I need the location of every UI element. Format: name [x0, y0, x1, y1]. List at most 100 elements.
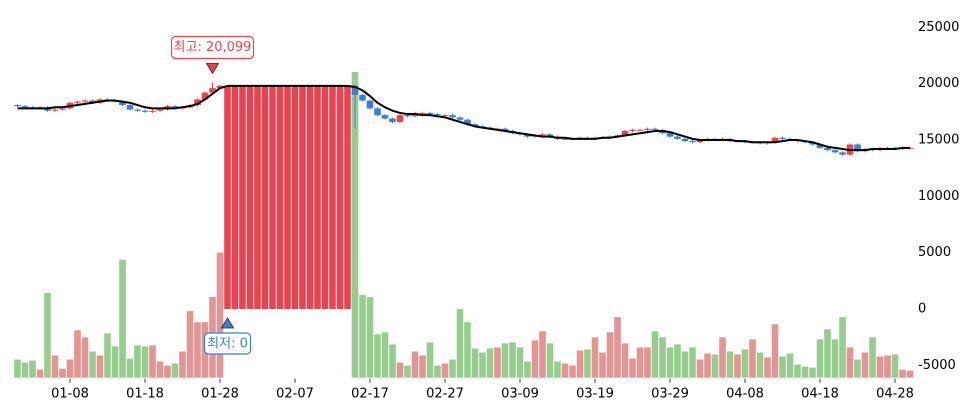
candle-body — [21, 106, 29, 108]
volume-bar — [441, 363, 449, 378]
volume-bar — [719, 337, 726, 378]
volume-bar — [741, 349, 749, 378]
candle-body — [74, 101, 81, 103]
y-tick-label: -5000 — [918, 358, 956, 373]
volume-bar — [426, 342, 434, 378]
candle-body — [239, 85, 246, 309]
volume-bar — [51, 355, 59, 378]
volume-bar — [666, 347, 674, 378]
candle-body — [644, 128, 651, 130]
volume-bar — [524, 361, 531, 378]
volume-bar — [14, 359, 21, 378]
candle-body — [651, 128, 659, 130]
volume-bar — [156, 361, 164, 378]
volume-bar — [576, 350, 584, 378]
candle-body — [81, 100, 89, 102]
volume-bar — [509, 342, 516, 378]
candle-body — [539, 134, 546, 136]
candle-body — [209, 88, 216, 93]
volume-bar — [801, 366, 809, 378]
candle-body — [419, 112, 426, 114]
volume-bar — [884, 355, 891, 378]
candle-body — [689, 141, 696, 143]
volume-bar — [456, 309, 464, 378]
volume-bar — [471, 348, 479, 378]
x-tick-label: 01-08 — [51, 387, 89, 402]
x-tick-label: 04-08 — [726, 387, 764, 402]
volume-bar — [764, 357, 771, 378]
volume-bar — [44, 292, 51, 378]
candle-body — [816, 144, 824, 148]
candle-body — [471, 124, 479, 127]
moving-average — [17, 84, 910, 152]
candle-body — [524, 134, 531, 137]
candle-body — [314, 85, 321, 309]
candle-body — [441, 115, 449, 117]
candle-body — [771, 137, 779, 143]
volume-bar — [614, 317, 621, 378]
x-tick-label: 03-29 — [651, 387, 689, 402]
volume-bar — [689, 347, 696, 378]
volume-bar — [846, 347, 854, 378]
candle-body — [426, 112, 434, 115]
volume-bar — [629, 358, 636, 378]
volume-bar — [171, 363, 179, 378]
x-tick-label: 02-07 — [276, 387, 314, 402]
volume-bar — [854, 359, 861, 378]
candle-body — [501, 128, 509, 131]
candle-body — [381, 115, 389, 119]
candle-body — [194, 99, 201, 106]
volume-bar — [96, 355, 104, 378]
volume-bar — [486, 348, 494, 378]
y-tick-label: 20000 — [918, 76, 959, 91]
volume-bar — [621, 343, 629, 378]
volume-bar — [389, 344, 396, 378]
volume-bar — [651, 331, 659, 378]
volume-bar — [561, 363, 569, 378]
candle-body — [621, 130, 629, 136]
volume-bar — [21, 362, 29, 378]
candle-body — [216, 85, 224, 89]
candle-body — [464, 119, 471, 125]
candle-body — [374, 108, 381, 116]
x-tick-label: 01-28 — [201, 387, 239, 402]
volume-bar — [81, 337, 89, 378]
y-tick-label: 10000 — [918, 189, 959, 204]
volume-bar — [419, 355, 426, 378]
volume-bar — [411, 351, 419, 378]
volume-bar — [74, 330, 81, 378]
x-tick-label: 01-18 — [126, 387, 164, 402]
volume-bar — [539, 331, 546, 378]
candle-body — [636, 129, 644, 131]
volume-bar — [494, 347, 501, 378]
candle-body — [434, 114, 441, 116]
candle-body — [149, 110, 156, 112]
candle-body — [561, 138, 569, 140]
candle-body — [674, 136, 681, 139]
candle-body — [456, 117, 464, 120]
candle-body — [299, 85, 306, 309]
x-tick-label: 04-18 — [801, 387, 839, 402]
candle-body — [89, 100, 96, 103]
candle-body — [449, 115, 456, 118]
volume-bar — [734, 354, 741, 378]
volume-bar — [359, 294, 366, 378]
volume-bar — [584, 349, 591, 378]
volume-bar — [434, 365, 441, 378]
candle-body — [231, 85, 239, 309]
candle-body — [224, 85, 231, 309]
volume-bar — [351, 71, 359, 378]
volume-bar — [756, 352, 764, 378]
candle-body — [156, 109, 164, 111]
y-tick-label: 25000 — [918, 20, 959, 35]
candle-body — [269, 85, 276, 309]
candle-body — [831, 150, 839, 153]
volume-bar — [149, 345, 156, 378]
volume-bar — [779, 356, 786, 378]
candle-body — [336, 85, 344, 309]
x-tick-label: 02-17 — [351, 387, 389, 402]
volume-bar — [366, 296, 374, 378]
volume-bar — [194, 322, 201, 378]
candle-body — [51, 109, 59, 111]
volume-bar — [876, 356, 884, 378]
